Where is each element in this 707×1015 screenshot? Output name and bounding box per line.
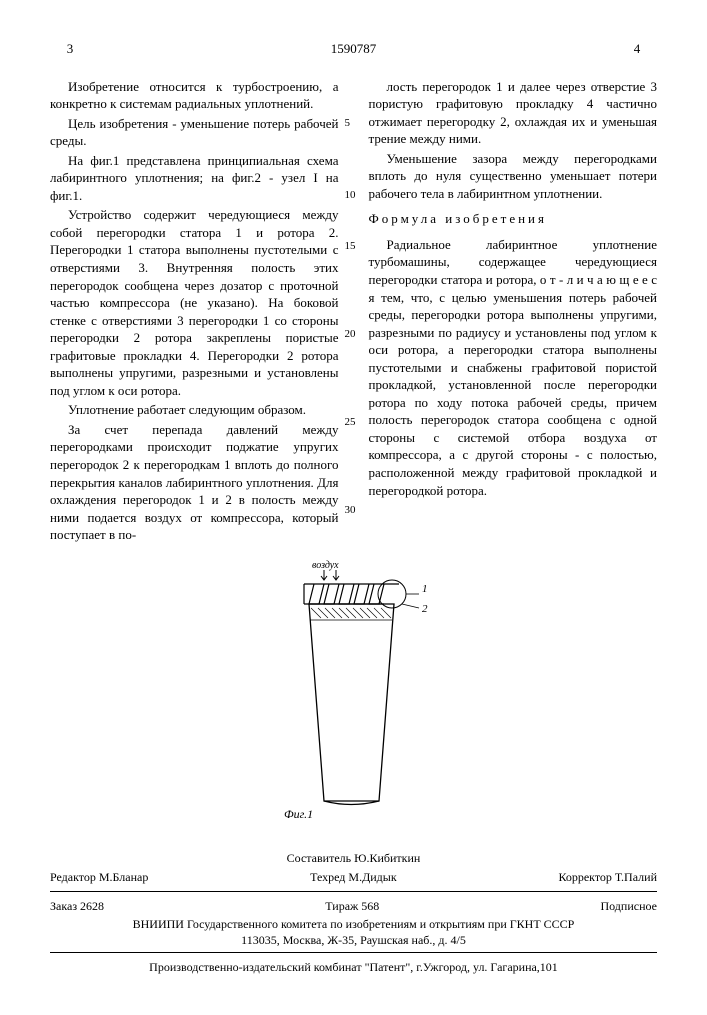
footer-print-info: Заказ 2628 Тираж 568 Подписное	[50, 896, 657, 916]
figure: воздух 1 2	[50, 556, 657, 831]
paragraph: Цель изобретения - уменьшение потерь раб…	[50, 115, 339, 150]
footer-printer: Производственно-издательский комбинат "П…	[50, 959, 657, 975]
line-number: 10	[345, 188, 356, 203]
footer-editor: Редактор М.Бланар	[50, 869, 148, 885]
line-number: 20	[345, 327, 356, 342]
footer-address: 113035, Москва, Ж-35, Раушская наб., д. …	[50, 932, 657, 948]
footer-techred: Техред М.Дидык	[310, 869, 397, 885]
footer-tirage: Тираж 568	[325, 898, 379, 914]
line-number: 25	[345, 415, 356, 430]
document-number: 1590787	[90, 40, 617, 58]
figure-ref-1: 1	[422, 583, 428, 595]
line-number: 30	[345, 503, 356, 518]
paragraph: Радиальное лабиринтное уплотнение турбом…	[369, 236, 658, 499]
figure-caption: Фиг.1	[284, 807, 313, 821]
page-number-right: 4	[617, 40, 657, 58]
figure-label-top: воздух	[312, 560, 339, 571]
formula-title: Формула изобретения	[369, 210, 658, 228]
footer-credits: Редактор М.Бланар Техред М.Дидык Коррект…	[50, 867, 657, 887]
footer-order: Заказ 2628	[50, 898, 104, 914]
paragraph: лость перегородок 1 и далее через отверс…	[369, 78, 658, 148]
figure-svg: воздух 1 2	[264, 556, 444, 826]
right-column: 5 лость перегородок 1 и далее через отве…	[369, 78, 658, 546]
divider	[50, 952, 657, 953]
footer-compiler: Составитель Ю.Кибиткин	[50, 850, 657, 866]
page-number-left: 3	[50, 40, 90, 58]
text-columns: Изобретение относится к турбостроению, а…	[50, 78, 657, 546]
footer: Составитель Ю.Кибиткин Редактор М.Бланар…	[50, 850, 657, 975]
paragraph: Изобретение относится к турбостроению, а…	[50, 78, 339, 113]
line-number: 15	[345, 239, 356, 254]
footer-org: ВНИИПИ Государственного комитета по изоб…	[50, 916, 657, 932]
paragraph: Устройство содержит чередующиеся между с…	[50, 206, 339, 399]
footer-corrector: Корректор Т.Палий	[558, 869, 657, 885]
paragraph: Уменьшение зазора между перегородками вп…	[369, 150, 658, 203]
paragraph: На фиг.1 представлена принципиальная схе…	[50, 152, 339, 205]
paragraph: Уплотнение работает следующим образом.	[50, 401, 339, 419]
page-header: 3 1590787 4	[50, 40, 657, 58]
footer-subscription: Подписное	[600, 898, 657, 914]
figure-ref-2: 2	[422, 603, 428, 615]
left-column: Изобретение относится к турбостроению, а…	[50, 78, 339, 546]
paragraph: За счет перепада давлений между перегоро…	[50, 421, 339, 544]
divider	[50, 891, 657, 892]
line-number: 5	[345, 116, 351, 131]
